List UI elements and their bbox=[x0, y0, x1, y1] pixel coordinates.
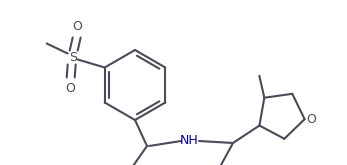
Text: O: O bbox=[72, 20, 82, 33]
Text: S: S bbox=[69, 51, 77, 64]
Text: NH: NH bbox=[180, 134, 198, 148]
Text: O: O bbox=[65, 82, 75, 95]
Text: O: O bbox=[307, 113, 316, 126]
